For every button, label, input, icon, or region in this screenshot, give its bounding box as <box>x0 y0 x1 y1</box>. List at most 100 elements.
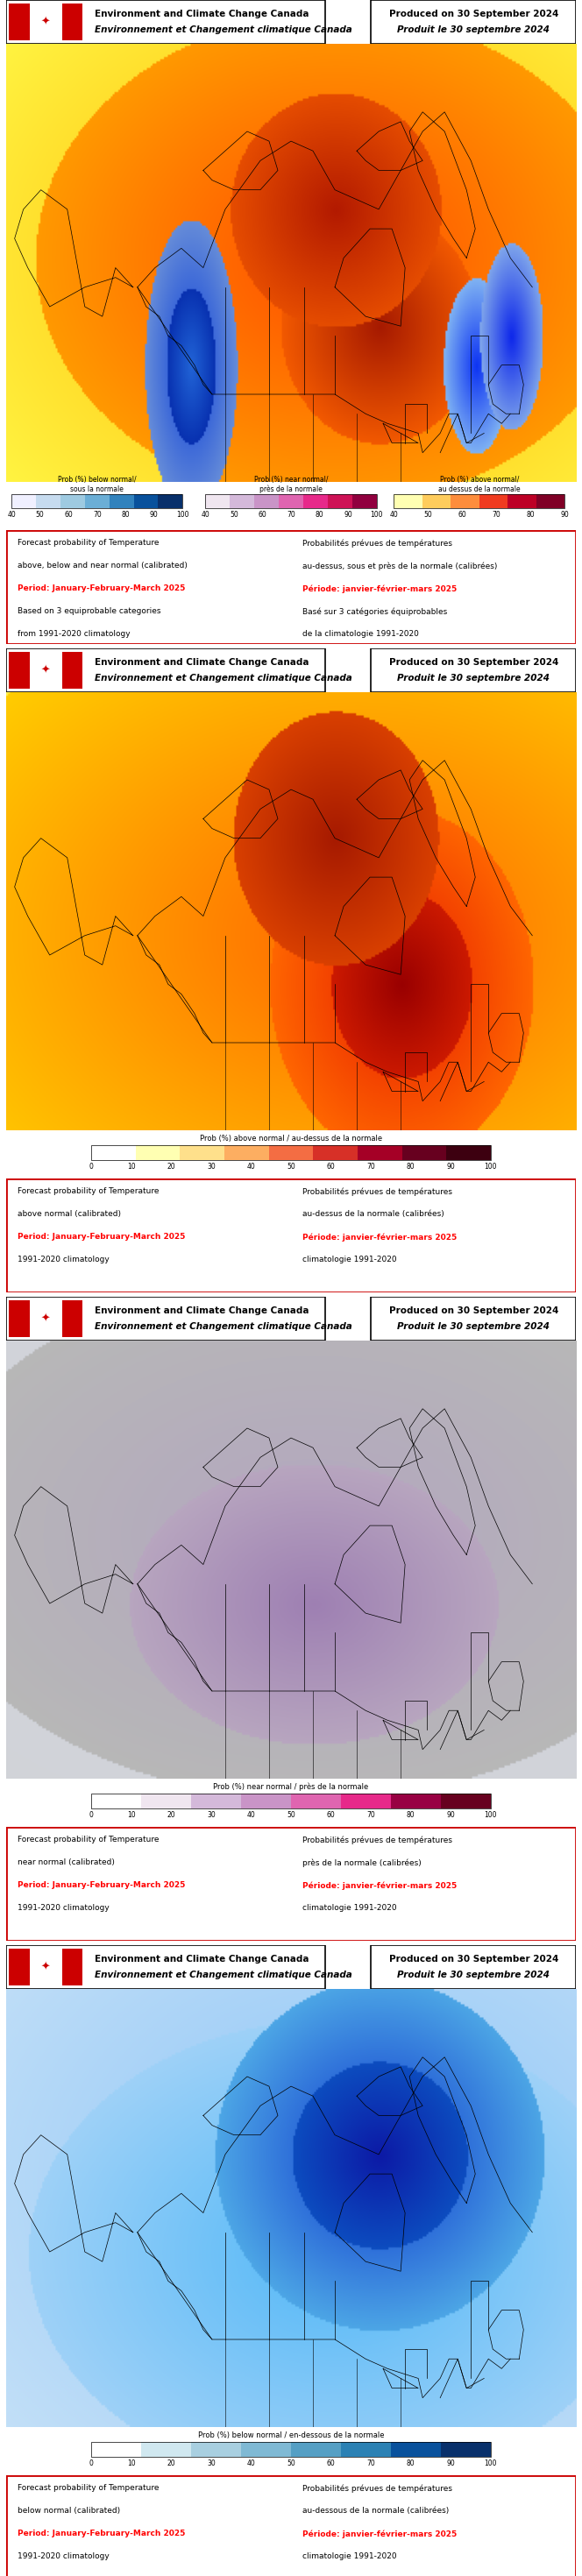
Text: Forecast probability of Temperature: Forecast probability of Temperature <box>17 538 159 546</box>
Text: 1991-2020 climatology: 1991-2020 climatology <box>17 1904 109 1911</box>
Text: 90: 90 <box>560 510 569 518</box>
Text: 100: 100 <box>176 510 189 518</box>
Text: 90: 90 <box>446 1162 455 1172</box>
Bar <box>30 1947 62 1986</box>
Text: Environnement et Changement climatique Canada: Environnement et Changement climatique C… <box>94 1971 352 1978</box>
Bar <box>62 3 83 41</box>
FancyBboxPatch shape <box>6 1296 325 1340</box>
Text: Environnement et Changement climatique Canada: Environnement et Changement climatique C… <box>94 1321 352 1332</box>
Text: 60: 60 <box>458 510 466 518</box>
Bar <box>62 652 83 688</box>
Text: 80: 80 <box>407 2460 415 2468</box>
Bar <box>341 2442 391 2458</box>
Text: 80: 80 <box>407 1811 415 1819</box>
Bar <box>391 2442 441 2458</box>
FancyBboxPatch shape <box>6 0 325 44</box>
Bar <box>393 495 565 507</box>
Text: climatologie 1991-2020: climatologie 1991-2020 <box>303 1257 397 1265</box>
Text: 80: 80 <box>407 1162 415 1172</box>
Text: 0: 0 <box>89 1162 94 1172</box>
Bar <box>479 495 508 507</box>
Bar <box>91 2442 491 2458</box>
Text: Environment and Climate Change Canada: Environment and Climate Change Canada <box>94 657 308 667</box>
Bar <box>141 2442 191 2458</box>
FancyBboxPatch shape <box>6 1945 325 1989</box>
Text: Environnement et Changement climatique Canada: Environnement et Changement climatique C… <box>94 675 352 683</box>
FancyBboxPatch shape <box>6 531 576 644</box>
Text: 60: 60 <box>327 2460 335 2468</box>
Text: Period: January-February-March 2025: Period: January-February-March 2025 <box>17 2530 185 2537</box>
Text: 60: 60 <box>327 1811 335 1819</box>
Text: ✦: ✦ <box>41 1960 51 1973</box>
Text: 50: 50 <box>36 510 44 518</box>
Text: de la climatologie 1991-2020: de la climatologie 1991-2020 <box>303 631 419 639</box>
Bar <box>62 1947 83 1986</box>
Bar <box>109 495 134 507</box>
Bar <box>91 1144 491 1159</box>
Text: Produced on 30 September 2024: Produced on 30 September 2024 <box>389 10 558 18</box>
Bar <box>225 1144 269 1159</box>
Bar <box>450 495 479 507</box>
Text: 40: 40 <box>389 510 398 518</box>
Text: 70: 70 <box>93 510 101 518</box>
Text: 80: 80 <box>315 510 324 518</box>
Bar <box>9 3 30 41</box>
Text: ✦: ✦ <box>41 665 51 675</box>
FancyBboxPatch shape <box>371 1296 576 1340</box>
Bar <box>85 495 109 507</box>
Text: 80: 80 <box>122 510 130 518</box>
Text: 20: 20 <box>167 1162 175 1172</box>
Bar <box>12 495 36 507</box>
Text: 90: 90 <box>446 2460 455 2468</box>
Text: 100: 100 <box>370 510 383 518</box>
Text: 70: 70 <box>287 510 295 518</box>
Text: Environment and Climate Change Canada: Environment and Climate Change Canada <box>94 1955 308 1963</box>
Text: 1991-2020 climatology: 1991-2020 climatology <box>17 2553 109 2561</box>
Text: 60: 60 <box>64 510 73 518</box>
Bar <box>508 495 536 507</box>
Text: 20: 20 <box>167 1811 175 1819</box>
Text: près de la normale (calibrées): près de la normale (calibrées) <box>303 1860 421 1868</box>
Bar <box>205 495 377 507</box>
Bar <box>180 1144 225 1159</box>
Bar <box>269 1144 313 1159</box>
Text: above, below and near normal (calibrated): above, below and near normal (calibrated… <box>17 562 187 569</box>
Text: Prob (%) above normal/
au dessus de la normale: Prob (%) above normal/ au dessus de la n… <box>438 477 520 492</box>
Bar <box>136 1144 180 1159</box>
Bar <box>303 495 328 507</box>
Text: 40: 40 <box>201 510 210 518</box>
Text: 80: 80 <box>526 510 535 518</box>
Text: Prob (%) near normal/
près de la normale: Prob (%) near normal/ près de la normale <box>254 477 328 492</box>
Text: 50: 50 <box>287 2460 295 2468</box>
Bar <box>9 1947 30 1986</box>
Text: 0: 0 <box>89 1811 94 1819</box>
Text: 70: 70 <box>367 1811 375 1819</box>
Text: 10: 10 <box>127 2460 136 2468</box>
Text: Probabilités prévues de températures: Probabilités prévues de températures <box>303 1837 452 1844</box>
Bar <box>9 1301 30 1337</box>
Bar <box>230 495 254 507</box>
Bar <box>352 495 377 507</box>
Text: au-dessous de la normale (calibrées): au-dessous de la normale (calibrées) <box>303 2506 449 2514</box>
Text: 30: 30 <box>207 1811 215 1819</box>
Text: Forecast probability of Temperature: Forecast probability of Temperature <box>17 1188 159 1195</box>
Bar <box>357 1144 402 1159</box>
Text: Produit le 30 septembre 2024: Produit le 30 septembre 2024 <box>398 1971 550 1978</box>
Text: Produced on 30 September 2024: Produced on 30 September 2024 <box>389 1955 558 1963</box>
Text: Produit le 30 septembre 2024: Produit le 30 septembre 2024 <box>398 26 550 33</box>
Text: Produit le 30 septembre 2024: Produit le 30 septembre 2024 <box>398 675 550 683</box>
FancyBboxPatch shape <box>371 1945 576 1989</box>
Text: 40: 40 <box>7 510 16 518</box>
Bar <box>158 495 183 507</box>
Text: Probabilités prévues de températures: Probabilités prévues de températures <box>303 2483 452 2494</box>
Bar <box>536 495 565 507</box>
Text: 50: 50 <box>287 1811 295 1819</box>
Bar <box>446 1144 491 1159</box>
Text: Prob (%) below normal / en-dessous de la normale: Prob (%) below normal / en-dessous de la… <box>198 2432 384 2439</box>
Text: Prob (%) below normal/
sous la normale: Prob (%) below normal/ sous la normale <box>58 477 136 492</box>
Text: Prob (%) near normal / près de la normale: Prob (%) near normal / près de la normal… <box>214 1783 368 1790</box>
Bar <box>61 495 85 507</box>
Bar <box>291 2442 341 2458</box>
Text: 60: 60 <box>258 510 267 518</box>
Bar <box>30 3 62 41</box>
